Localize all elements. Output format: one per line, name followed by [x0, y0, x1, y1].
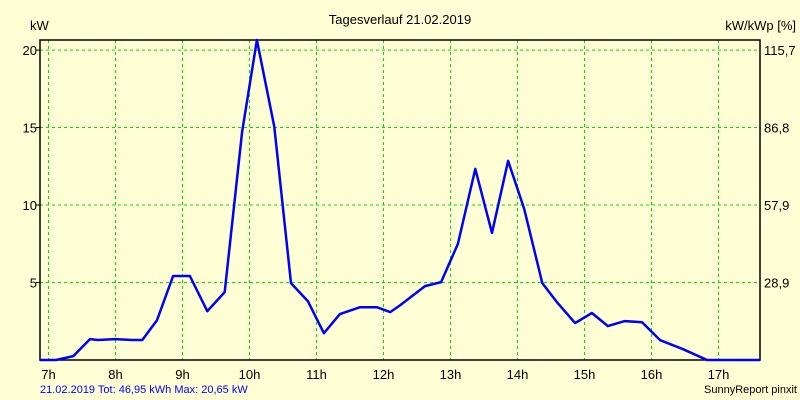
data-point	[682, 348, 684, 350]
data-point	[591, 312, 593, 314]
data-point	[641, 321, 643, 323]
y-tick-label-left: 15	[23, 121, 37, 136]
data-point	[759, 359, 761, 361]
y-tick-label-left: 5	[30, 276, 37, 291]
data-point	[323, 332, 325, 334]
data-point	[241, 131, 243, 133]
data-point	[556, 302, 559, 304]
data-point	[623, 320, 626, 322]
data-point	[399, 304, 402, 306]
plot-frame	[39, 39, 761, 361]
x-tick-label: 11h	[306, 367, 327, 382]
data-point	[339, 313, 341, 315]
data-point	[141, 339, 144, 341]
data-point	[55, 359, 57, 361]
x-tick-label: 10h	[239, 367, 261, 382]
data-point	[376, 306, 378, 308]
y-tick-label-right: 28,9	[764, 276, 789, 291]
data-point	[507, 160, 509, 162]
y-tick-label-right: 115,7	[764, 43, 796, 58]
data-points	[39, 39, 761, 361]
data-point	[457, 243, 459, 245]
y-axis-label-right: kW/kWp [%]	[725, 18, 796, 33]
data-point	[131, 339, 134, 341]
data-point	[189, 275, 191, 277]
data-point	[574, 322, 576, 324]
tick-labels: 7h 8h 9h 10h 11h 12h 13h 14h 15h 16h 17h 5 28,9 10 57,…	[23, 43, 796, 382]
data-point	[156, 319, 158, 321]
data-point	[389, 311, 392, 313]
data-point	[424, 285, 426, 287]
data-point	[659, 339, 662, 341]
data-point	[256, 39, 258, 41]
data-point	[223, 291, 226, 293]
data-point	[89, 338, 91, 340]
x-tick-label: 7h	[41, 367, 55, 382]
x-tick-label: 9h	[175, 367, 189, 382]
y-tick-label-right: 86,8	[764, 121, 789, 136]
data-point	[273, 125, 276, 128]
x-tick-label: 17h	[708, 367, 730, 382]
data-point	[97, 339, 99, 341]
data-point	[491, 232, 493, 234]
footer-credit: SunnyReport pinxit	[704, 384, 797, 396]
x-tick-label: 8h	[108, 367, 122, 382]
x-tick-label: 16h	[641, 367, 663, 382]
data-point	[474, 168, 477, 170]
x-tick-label: 15h	[574, 367, 596, 382]
y-axis-label-left: kW	[30, 18, 50, 33]
x-tick-label: 14h	[507, 367, 529, 382]
data-point	[172, 275, 174, 277]
data-point	[359, 306, 361, 308]
data-point	[290, 282, 292, 284]
series-line-kw	[40, 38, 760, 362]
grid	[40, 40, 760, 360]
y-tick-label-left: 20	[23, 43, 37, 58]
footer-summary: 21.02.2019 Tot: 46,95 kWh Max: 20,65 kW	[40, 384, 248, 396]
data-point	[440, 281, 442, 283]
data-point	[607, 325, 609, 327]
x-tick-label: 12h	[373, 367, 395, 382]
y-tick-label-right: 57,9	[764, 198, 789, 213]
data-point	[206, 310, 209, 312]
data-point	[541, 282, 544, 284]
chart-title: Tagesverlauf 21.02.2019	[329, 12, 471, 27]
data-point	[306, 300, 309, 302]
y-tick-label-left: 10	[23, 198, 37, 213]
data-point	[114, 338, 116, 340]
data-point	[39, 359, 41, 361]
data-point	[523, 208, 525, 210]
data-point	[706, 359, 708, 361]
data-point	[72, 355, 75, 357]
x-tick-label: 13h	[440, 367, 462, 382]
